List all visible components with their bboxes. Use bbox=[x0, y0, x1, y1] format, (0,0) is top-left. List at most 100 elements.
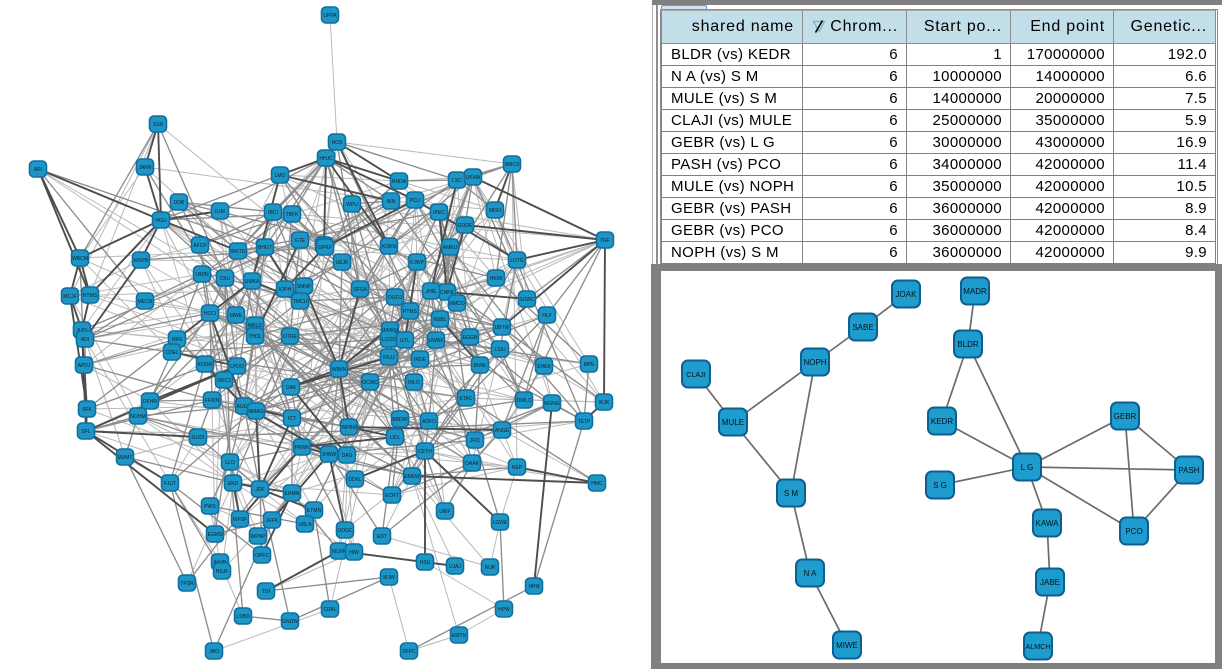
svg-text:WFSF: WFSF bbox=[233, 517, 247, 523]
svg-text:SABE: SABE bbox=[852, 323, 873, 332]
svg-text:NOPH: NOPH bbox=[803, 358, 826, 367]
svg-text:S M: S M bbox=[784, 489, 799, 498]
svg-text:MADR: MADR bbox=[963, 287, 987, 296]
svg-text:UOGC: UOGC bbox=[338, 528, 353, 534]
svg-text:UPPA: UPPA bbox=[323, 13, 337, 19]
svg-text:JHIE: JHIE bbox=[426, 289, 438, 295]
svg-text:OTRE: OTRE bbox=[283, 334, 298, 340]
svg-text:NOHM: NOHM bbox=[130, 414, 145, 420]
svg-text:KEDR: KEDR bbox=[931, 417, 953, 426]
svg-text:EKD: EKD bbox=[228, 481, 239, 487]
svg-text:ILIM: ILIM bbox=[215, 209, 225, 215]
svg-text:S G: S G bbox=[933, 481, 947, 490]
svg-text:N A: N A bbox=[804, 569, 818, 578]
svg-text:SFK: SFK bbox=[82, 407, 92, 413]
svg-text:LICL: LICL bbox=[390, 435, 401, 441]
svg-text:JBO: JBO bbox=[209, 649, 219, 655]
svg-text:EHEK: EHEK bbox=[537, 364, 551, 370]
svg-text:HKMI: HKMI bbox=[490, 276, 503, 282]
svg-text:BIWE: BIWE bbox=[474, 363, 487, 369]
svg-text:HIW: HIW bbox=[349, 550, 359, 556]
svg-text:CDEL: CDEL bbox=[165, 350, 179, 356]
svg-text:EMTN: EMTN bbox=[452, 633, 467, 639]
svg-text:RUR: RUR bbox=[485, 565, 496, 571]
svg-text:LBDN: LBDN bbox=[195, 272, 209, 278]
svg-text:GTL: GTL bbox=[400, 338, 410, 344]
svg-text:NMCO: NMCO bbox=[449, 301, 464, 307]
svg-text:TBFK: TBFK bbox=[286, 212, 299, 218]
svg-text:FFWN: FFWN bbox=[205, 398, 220, 404]
svg-text:TPSR: TPSR bbox=[180, 581, 194, 587]
svg-text:MIWE: MIWE bbox=[836, 641, 858, 650]
svg-text:DAK: DAK bbox=[286, 385, 297, 391]
svg-text:MECR: MECR bbox=[138, 299, 153, 305]
svg-text:LMO: LMO bbox=[275, 173, 286, 179]
svg-text:GODE: GODE bbox=[458, 223, 473, 229]
svg-text:BBDW: BBDW bbox=[393, 417, 408, 423]
svg-text:TDI: TDI bbox=[262, 589, 270, 595]
svg-text:HPM: HPM bbox=[528, 584, 539, 590]
svg-text:ARI: ARI bbox=[34, 167, 42, 173]
svg-text:UEJK: UEJK bbox=[336, 260, 349, 266]
svg-text:ADI: ADI bbox=[81, 337, 89, 343]
svg-text:TMCU: TMCU bbox=[293, 299, 308, 305]
svg-text:JHNW: JHNW bbox=[322, 452, 337, 458]
svg-text:ANGE: ANGE bbox=[495, 428, 510, 434]
svg-text:CLAJI: CLAJI bbox=[686, 370, 706, 379]
svg-text:JABE: JABE bbox=[1040, 578, 1060, 587]
svg-text:UBTW: UBTW bbox=[495, 325, 510, 331]
svg-text:NMAG: NMAG bbox=[249, 409, 264, 415]
svg-text:PTMS: PTMS bbox=[403, 309, 418, 315]
svg-text:UJAJ: UJAJ bbox=[449, 564, 461, 570]
svg-text:MFEI: MFEI bbox=[489, 208, 501, 214]
svg-text:JARN: JARN bbox=[138, 165, 151, 171]
svg-text:NIN: NIN bbox=[387, 199, 396, 205]
svg-text:L G: L G bbox=[1021, 463, 1034, 472]
svg-text:KOGR: KOGR bbox=[198, 362, 213, 368]
svg-text:ETMN: ETMN bbox=[307, 508, 322, 514]
svg-text:SUWC: SUWC bbox=[519, 297, 535, 303]
svg-text:PRWK: PRWK bbox=[295, 445, 311, 451]
svg-text:LDTG: LDTG bbox=[510, 258, 523, 264]
svg-text:ECRT: ECRT bbox=[385, 493, 399, 499]
svg-text:UKMA: UKMA bbox=[466, 175, 481, 181]
svg-text:IPEC: IPEC bbox=[433, 210, 445, 216]
svg-text:OCWC: OCWC bbox=[362, 380, 378, 386]
svg-text:KJWP: KJWP bbox=[410, 260, 425, 266]
svg-text:KTAC: KTAC bbox=[460, 396, 473, 402]
svg-text:MSPB: MSPB bbox=[134, 258, 149, 264]
svg-text:AFCP: AFCP bbox=[193, 243, 207, 249]
svg-text:WFBM: WFBM bbox=[341, 425, 356, 431]
svg-text:GEBR: GEBR bbox=[1114, 412, 1137, 421]
svg-text:JDF: JDF bbox=[255, 487, 264, 493]
svg-text:LSIU: LSIU bbox=[494, 347, 506, 353]
svg-text:IOPH: IOPH bbox=[279, 287, 292, 293]
svg-text:UBLA: UBLA bbox=[298, 522, 312, 528]
svg-text:MUMT: MUMT bbox=[118, 455, 133, 461]
svg-text:WPU: WPU bbox=[346, 202, 358, 208]
svg-text:DAG: DAG bbox=[342, 453, 353, 459]
svg-text:RRS: RRS bbox=[172, 337, 183, 343]
svg-text:LPDO: LPDO bbox=[230, 364, 244, 370]
svg-text:ICT: ICT bbox=[288, 416, 296, 422]
svg-text:SFSA: SFSA bbox=[353, 287, 367, 293]
svg-text:LLO: LLO bbox=[225, 460, 235, 466]
svg-text:EGMS: EGMS bbox=[208, 532, 223, 538]
svg-text:ADFO: ADFO bbox=[422, 419, 436, 425]
svg-text:CRAL: CRAL bbox=[323, 607, 337, 613]
svg-text:FJUT: FJUT bbox=[164, 481, 176, 487]
svg-text:OAAK: OAAK bbox=[465, 461, 480, 467]
svg-text:OKCJ: OKCJ bbox=[217, 378, 231, 384]
svg-text:NEP: NEP bbox=[512, 465, 523, 471]
svg-text:EMEW: EMEW bbox=[404, 474, 420, 480]
svg-text:MJW: MJW bbox=[383, 575, 395, 581]
svg-text:TETP: TETP bbox=[578, 419, 591, 425]
svg-text:MLNK: MLNK bbox=[332, 549, 347, 555]
svg-text:JFIC: JFIC bbox=[470, 438, 481, 444]
svg-text:EDT: EDT bbox=[377, 534, 387, 540]
svg-text:UWF: UWF bbox=[439, 509, 450, 515]
svg-text:HMC: HMC bbox=[591, 481, 603, 487]
svg-text:PWS: PWS bbox=[204, 504, 216, 510]
svg-text:MULE: MULE bbox=[722, 418, 744, 427]
svg-text:LSC: LSC bbox=[452, 178, 462, 184]
